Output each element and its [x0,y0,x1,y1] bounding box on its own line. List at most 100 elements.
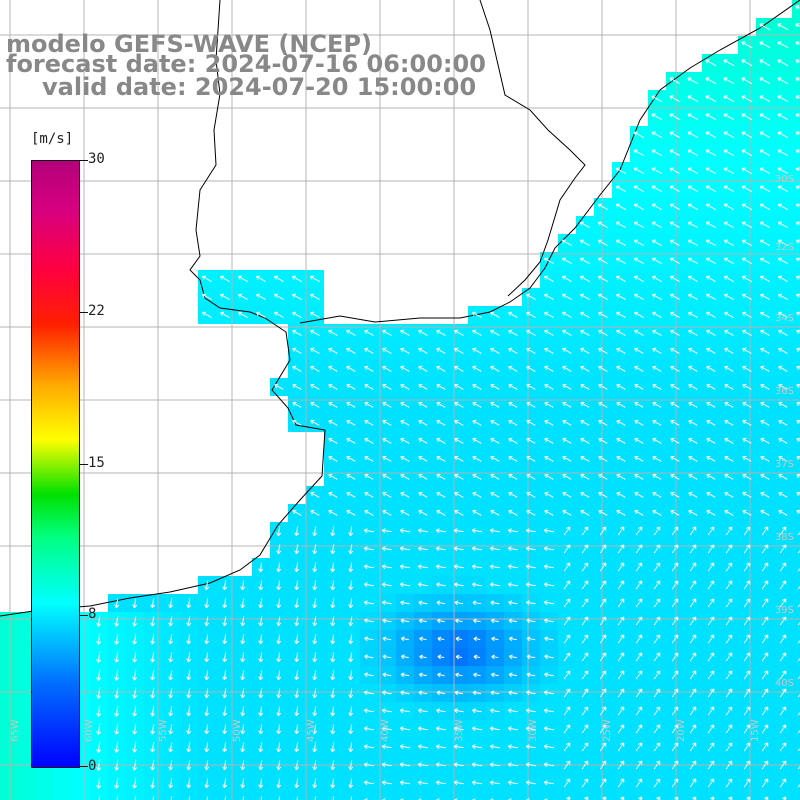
wind-arrow [617,526,625,536]
wind-arrow [400,600,410,606]
wind-arrow [617,616,625,626]
wind-arrow [687,203,699,211]
wind-arrow [132,615,138,627]
wind-arrow [490,509,500,516]
wind-arrow [114,669,119,681]
wind-arrow [348,598,354,609]
wind-arrow [543,600,554,606]
wind-arrow [454,455,464,462]
wind-arrow [114,777,119,789]
wind-arrow [651,113,663,121]
wind-arrow [255,275,266,282]
wind-arrow [723,167,735,175]
wind-arrow [544,329,554,336]
wind-speed-cell [792,342,800,360]
wind-arrow [382,455,392,462]
wind-arrow [779,562,787,572]
wind-arrow [292,383,302,390]
wind-arrow [725,652,733,662]
wind-speed-cell [252,792,270,800]
wind-arrow [490,437,500,444]
wind-arrow [310,491,320,498]
wind-arrow [417,564,428,570]
wind-arrow [707,598,715,608]
wind-arrow [778,509,788,516]
wind-arrow [544,365,554,372]
wind-arrow [436,455,446,462]
wind-arrow [615,257,626,264]
wind-arrow [418,690,428,696]
wind-arrow [633,167,645,175]
wind-arrow [312,778,318,789]
wind-arrow [508,491,518,498]
wind-arrow [222,634,228,645]
wind-arrow [471,726,482,732]
wind-arrow [635,706,643,716]
wind-arrow [96,633,101,645]
wind-arrow [96,705,101,717]
wind-arrow [240,670,246,681]
wind-arrow [797,711,800,716]
wind-arrow [797,621,800,626]
wind-arrow [562,509,572,516]
wind-arrow [364,437,374,444]
wind-arrow [454,491,464,498]
wind-arrow [436,401,446,408]
wind-arrow [526,311,536,318]
wind-arrow [472,365,482,372]
wind-arrow [724,311,734,318]
wind-arrow [635,670,643,680]
wind-arrow [635,580,643,590]
wind-arrow [328,347,338,354]
wind-arrow [525,582,536,588]
wind-arrow [795,239,800,244]
wind-arrow [526,401,536,408]
wind-arrow [294,778,300,789]
wind-arrow [238,293,248,300]
wind-speed-cell [792,504,800,522]
wind-arrow [795,167,800,172]
wind-speed-cell [0,720,18,738]
wind-arrow [454,582,464,588]
wind-arrow [741,185,753,193]
wind-speed-cell [36,792,54,800]
wind-arrow [671,706,679,716]
wind-arrow [725,742,733,752]
wind-arrow [777,239,788,247]
wind-arrow [761,526,769,536]
wind-arrow [381,726,392,732]
wind-arrow [114,687,119,699]
wind-arrow [760,383,770,390]
wind-arrow [454,690,464,696]
wind-arrow [350,796,353,800]
wind-arrow [795,185,800,190]
wind-arrow [400,401,410,408]
wind-arrow [348,742,354,753]
colorbar-tick [80,160,88,161]
wind-arrow [399,564,410,570]
wind-arrow [635,562,643,572]
wind-arrow [382,491,392,498]
wind-arrow [797,693,800,698]
wind-arrow [760,437,770,444]
wind-arrow [761,688,769,698]
wind-speed-cell [684,792,702,800]
wind-arrow [490,329,500,336]
wind-arrow [778,491,788,498]
wind-arrow [418,401,428,408]
wind-arrow [760,455,770,462]
wind-arrow [724,329,734,336]
wind-speed-cell [612,792,630,800]
wind-arrow [705,131,717,139]
wind-arrow [599,616,607,626]
wind-arrow [418,365,428,372]
wind-arrow [653,544,661,554]
wind-arrow [240,652,246,663]
wind-arrow [779,706,787,716]
wind-speed-cell [792,396,800,414]
wind-arrow [617,652,625,662]
wind-arrow [795,113,800,118]
wind-arrow [150,615,156,627]
wind-arrow [670,473,680,480]
wind-arrow [759,185,771,193]
